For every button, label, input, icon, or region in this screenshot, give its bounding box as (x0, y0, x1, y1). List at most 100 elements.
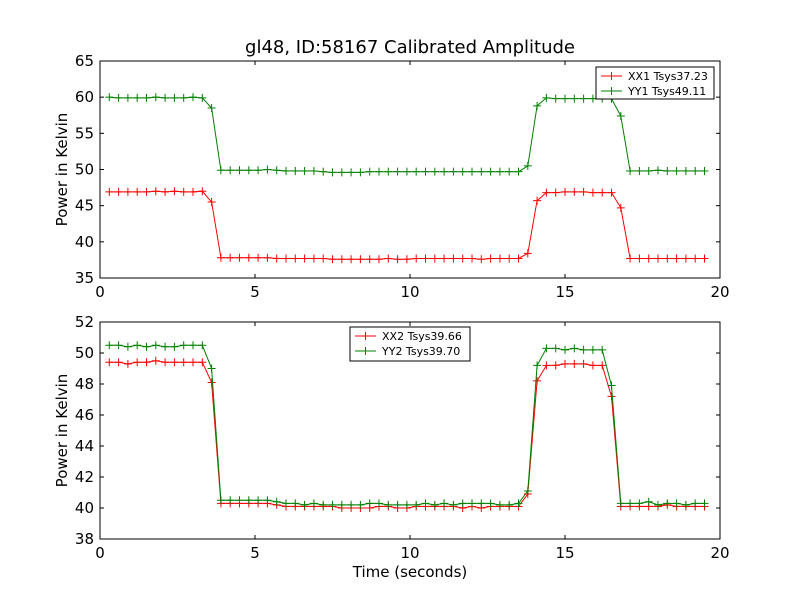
data-point-marker (356, 255, 365, 264)
data-point-marker (356, 168, 365, 177)
data-point-marker (700, 254, 709, 263)
data-point-marker (523, 486, 532, 495)
data-point-marker (161, 93, 170, 102)
y-axis-label: Power in Kelvin (53, 374, 71, 488)
data-point-marker (105, 358, 114, 367)
data-point-marker (170, 342, 179, 351)
legend-label: XX2 Tsys39.66 (382, 330, 462, 343)
bottom-panel: 0 5 10 15 20 38 40 42 44 46 48 50 52 Power in Kelvin T… (53, 313, 730, 581)
data-point-marker (235, 496, 244, 505)
y-tick-label: 42 (75, 468, 94, 486)
data-point-marker (700, 499, 709, 508)
data-point-marker (244, 253, 253, 262)
y-tick-label: 50 (75, 344, 94, 362)
x-tick-label: 0 (95, 283, 105, 301)
data-point-marker (337, 500, 346, 509)
data-point-marker (570, 344, 579, 353)
legend-swatch-marker (607, 87, 616, 95)
x-tick-label: 10 (400, 544, 419, 562)
data-point-marker (142, 358, 151, 367)
data-point-marker (309, 166, 318, 175)
data-point-marker (579, 359, 588, 368)
legend-swatch-marker (361, 332, 370, 340)
data-point-marker (626, 499, 635, 508)
x-tick-label: 0 (95, 544, 105, 562)
data-point-marker (542, 188, 551, 197)
data-point-marker (458, 499, 467, 508)
data-point-marker (588, 345, 597, 354)
x-axis-label: Time (seconds) (352, 563, 468, 581)
legend: XX2 Tsys39.66 YY2 Tsys39.70 (349, 326, 471, 362)
data-point-marker (291, 254, 300, 263)
data-point-marker (663, 166, 672, 175)
data-point-marker (393, 500, 402, 509)
data-point-marker (514, 167, 523, 176)
data-point-marker (319, 254, 328, 263)
data-point-marker (440, 167, 449, 176)
legend-swatch-marker (361, 347, 370, 355)
data-point-marker (421, 167, 430, 176)
data-point-marker (495, 254, 504, 263)
data-point-marker (607, 392, 616, 401)
data-point-marker (421, 254, 430, 263)
data-point-marker (189, 187, 197, 196)
legend-label: XX1 Tsys37.23 (628, 70, 708, 83)
legend: XX1 Tsys37.23 YY1 Tsys49.11 (595, 66, 715, 100)
data-point-marker (458, 254, 467, 263)
y-axis-label: Power in Kelvin (53, 113, 71, 227)
data-point-marker (300, 254, 309, 263)
data-point-marker (216, 253, 225, 262)
data-point-marker (449, 500, 458, 509)
data-point-marker (635, 166, 644, 175)
data-point-marker (123, 359, 132, 368)
data-point-marker (561, 94, 569, 103)
chart-title: gl48, ID:58167 Calibrated Amplitude (245, 37, 575, 58)
data-point-marker (616, 203, 625, 212)
data-point-marker (570, 359, 579, 368)
data-point-marker (161, 342, 170, 351)
data-point-marker (319, 167, 328, 176)
data-point-marker (681, 500, 690, 509)
y-tick-label: 60 (75, 88, 94, 106)
y-tick-label: 55 (75, 124, 94, 142)
y-tick-label: 65 (75, 52, 94, 70)
data-point-marker (561, 359, 569, 368)
data-point-marker (430, 167, 439, 176)
x-tick-label: 5 (250, 544, 260, 562)
data-point-marker (412, 254, 421, 263)
x-tick-label: 15 (555, 283, 574, 301)
y-tick-label: 44 (75, 437, 94, 455)
data-point-marker (616, 111, 625, 120)
data-point-marker (468, 254, 476, 263)
data-point-marker (551, 361, 560, 370)
data-point-marker (328, 168, 337, 177)
data-point-marker (588, 361, 597, 370)
data-point-marker (309, 499, 318, 508)
data-point-marker (347, 168, 356, 177)
data-point-marker (542, 93, 551, 102)
data-point-marker (179, 187, 188, 196)
data-point-marker (309, 254, 318, 263)
data-point-marker (477, 255, 486, 264)
data-point-marker (347, 255, 356, 264)
data-point-marker (663, 254, 672, 263)
data-point-marker (123, 187, 132, 196)
data-point-marker (216, 496, 225, 505)
data-point-marker (654, 500, 662, 509)
data-point-marker (523, 161, 532, 170)
data-point-marker (207, 364, 216, 373)
y-tick-label: 38 (75, 530, 94, 548)
y-tick-label: 40 (75, 233, 94, 251)
data-point-marker (291, 166, 300, 175)
data-point-marker (133, 358, 142, 367)
data-point-marker (133, 93, 142, 102)
data-point-marker (607, 381, 616, 390)
data-point-marker (691, 254, 700, 263)
data-point-marker (151, 93, 160, 102)
data-point-marker (365, 255, 374, 264)
data-point-marker (216, 166, 225, 175)
data-point-marker (561, 345, 569, 354)
data-point-marker (616, 499, 625, 508)
data-point-marker (207, 378, 216, 387)
top-panel: 0 5 10 15 20 35 40 45 50 55 60 65 gl48, ID:58167 Cal… (53, 37, 730, 301)
